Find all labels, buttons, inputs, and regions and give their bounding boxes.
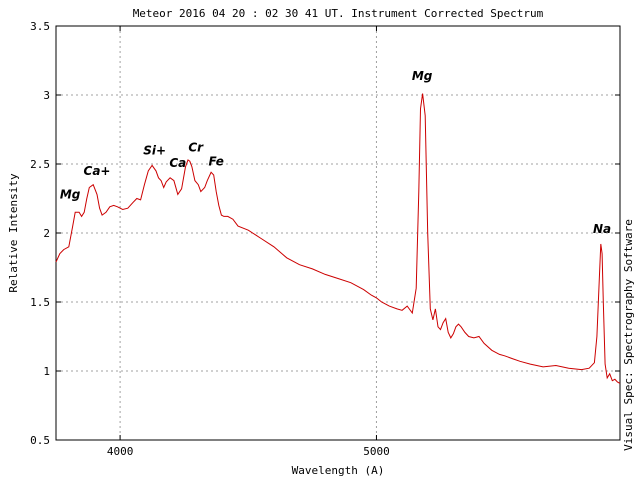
software-credit: Visual Spec: Spectrography Software	[622, 219, 635, 451]
y-tick-label: 1.5	[30, 296, 50, 309]
y-tick-labels: 0.5 1 1.5 2 2.5 3 3.5	[30, 20, 50, 447]
peak-label: Cr	[188, 141, 204, 155]
y-axis-label: Relative Intensity	[7, 173, 20, 293]
peak-label: Mg	[60, 188, 81, 202]
chart-title: Meteor 2016 04 20 : 02 30 41 UT. Instrum…	[133, 7, 544, 20]
y-tick-label: 3	[43, 89, 50, 102]
spectrum-series-line	[55, 93, 621, 384]
x-tick-label: 4000	[107, 445, 134, 458]
peak-label: Fe	[209, 154, 224, 168]
peak-label: Si+	[143, 143, 166, 157]
x-tick-labels: 4000 5000	[107, 445, 390, 458]
y-tick-label: 2.5	[30, 158, 50, 171]
axis-ticks	[56, 25, 620, 441]
x-tick-label: 5000	[363, 445, 390, 458]
peak-label: Ca+	[84, 164, 111, 178]
plot-frame	[55, 25, 621, 441]
peak-label: Na	[593, 222, 611, 236]
peak-label: Ca	[169, 156, 186, 170]
y-tick-label: 0.5	[30, 434, 50, 447]
peak-label: Mg	[412, 69, 433, 83]
y-tick-label: 3.5	[30, 20, 50, 33]
x-axis-label: Wavelength (A)	[292, 464, 385, 477]
grid	[56, 26, 620, 440]
y-tick-label: 1	[43, 365, 50, 378]
y-tick-label: 2	[43, 227, 50, 240]
